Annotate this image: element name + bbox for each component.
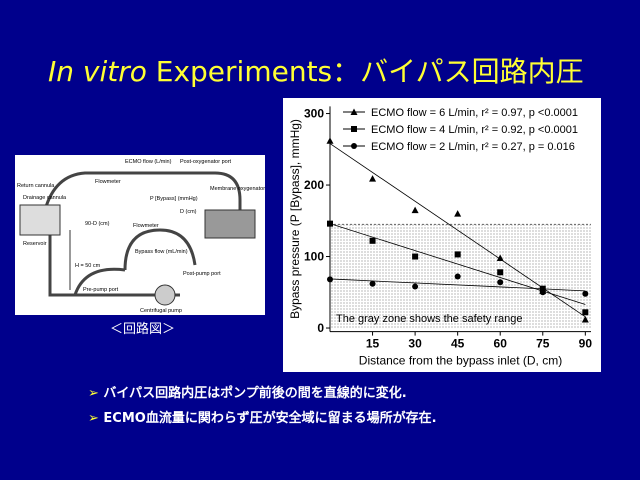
bullets: ➢ バイパス回路内圧はポンプ前後の間を直線的に変化. ➢ ECMO血流量に関わらず… (88, 382, 437, 432)
point (412, 283, 419, 290)
bullet-text: ECMO血流量に関わらず圧が安全域に留まる場所が存在. (103, 411, 437, 426)
point (454, 210, 462, 217)
trend-line (329, 278, 586, 292)
diagram-label: Pre-pump port (83, 287, 119, 293)
title-rest: Experiments：バイパス回路内圧 (146, 55, 584, 88)
point (454, 251, 461, 258)
y-tick-label: 0 (317, 321, 324, 335)
x-tick-label: 60 (494, 337, 508, 351)
band-label: The gray zone shows the safety range (336, 313, 523, 325)
point (412, 253, 419, 260)
title-italic: In vitro (48, 55, 147, 88)
bullet-text: バイパス回路内圧はポンプ前後の間を直線的に変化. (103, 386, 407, 401)
y-tick-label: 200 (304, 178, 324, 192)
legend-label: ECMO flow = 4 L/min, r² = 0.92, p <0.000… (371, 124, 578, 136)
point (327, 220, 333, 227)
diagram-label: Post-oxygenator port (180, 159, 232, 165)
diagram-label: ECMO flow (L/min) (125, 159, 172, 165)
diagram-label: Post-pump port (183, 271, 221, 277)
x-tick-label: 90 (579, 337, 593, 351)
point (369, 175, 377, 182)
diagram-label: P [Bypass] (mmHg) (150, 196, 198, 202)
x-tick-label: 45 (451, 337, 465, 351)
legend-label: ECMO flow = 2 L/min, r² = 0.27, p = 0.01… (371, 141, 575, 153)
y-axis-label: Bypass pressure (P [Bypass], mmHg) (288, 119, 302, 319)
point (369, 280, 376, 287)
diagram-label: Centrifugal pump (140, 308, 182, 314)
x-axis-label: Distance from the bypass inlet (D, cm) (359, 354, 562, 368)
diagram-label: Flowmeter (133, 223, 159, 229)
x-tick-label: 15 (366, 337, 380, 351)
title: In vitro Experiments：バイパス回路内圧 (48, 50, 584, 90)
y-tick-label: 100 (304, 250, 324, 264)
y-tick-label: 300 (304, 107, 324, 121)
point (497, 279, 504, 286)
diagram-label: Reservoir (23, 241, 47, 247)
diagram-label: 90-D (cm) (85, 221, 110, 227)
point (497, 269, 504, 276)
diagram-label: Flowmeter (95, 179, 121, 185)
point (369, 237, 376, 244)
point (496, 254, 504, 261)
point (539, 289, 546, 296)
diagram-label: Bypass flow (mL/min) (135, 249, 188, 255)
legend-marker (351, 143, 357, 149)
point (411, 206, 419, 214)
point (581, 315, 589, 323)
diagram-label: Drainage cannula (23, 195, 67, 201)
point (582, 290, 589, 297)
chart: The gray zone shows the safety range 0 100… (283, 98, 601, 372)
legend-marker (351, 126, 357, 132)
circuit-diagram: ECMO flow (L/min) Post-oxygenator port Ret… (15, 155, 265, 315)
point (582, 309, 589, 316)
diagram-label: Membrane oxygenator (210, 186, 265, 192)
diagram-label: D (cm) (180, 209, 197, 215)
x-tick-label: 30 (408, 337, 422, 351)
legend-label: ECMO flow = 6 L/min, r² = 0.97, p <0.000… (371, 107, 578, 119)
bullet: ➢ バイパス回路内圧はポンプ前後の間を直線的に変化. (88, 386, 407, 401)
diagram-caption: ＜回路図＞ (110, 322, 176, 337)
point (327, 276, 333, 283)
bullet: ➢ ECMO血流量に関わらず圧が安全域に留まる場所が存在. (88, 411, 437, 426)
point (326, 137, 334, 144)
x-tick-label: 75 (536, 337, 550, 351)
legend-marker (350, 108, 358, 115)
diagram-label: H = 50 cm (75, 263, 101, 269)
point (454, 273, 461, 280)
diagram-label: Return cannula (17, 183, 55, 189)
